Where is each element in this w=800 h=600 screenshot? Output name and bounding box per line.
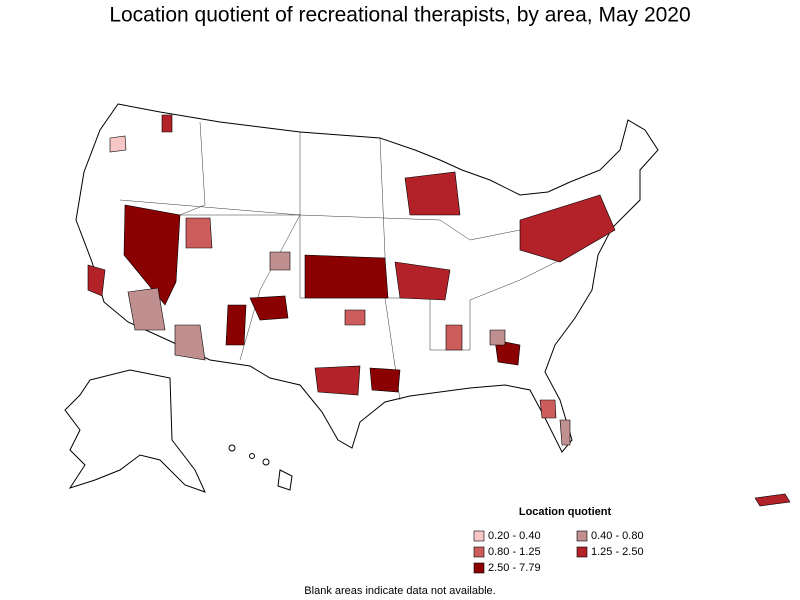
area <box>304 254 389 299</box>
area <box>225 304 247 346</box>
legend-swatch <box>473 562 485 574</box>
area <box>185 217 213 249</box>
area <box>445 324 463 351</box>
island <box>228 444 236 452</box>
area <box>559 419 571 446</box>
legend: Location quotient 0.20 - 0.40 0.40 - 0.80… <box>473 506 644 574</box>
area <box>394 261 451 301</box>
area <box>314 365 361 396</box>
legend-swatch <box>473 530 485 542</box>
legend-title: Location quotient <box>519 506 612 518</box>
area <box>127 287 166 331</box>
area <box>161 114 173 133</box>
area <box>269 251 291 271</box>
island <box>262 458 270 466</box>
area <box>174 324 206 361</box>
area <box>249 295 289 321</box>
area <box>123 204 181 306</box>
hawaii <box>228 444 293 491</box>
note: Blank areas indicate data not available. <box>304 585 495 597</box>
area <box>489 329 506 346</box>
legend-label: 1.25 - 2.50 <box>591 546 644 558</box>
puerto-rico <box>754 493 791 507</box>
area <box>539 399 557 419</box>
island <box>277 469 293 491</box>
area <box>369 367 401 393</box>
area <box>404 171 461 216</box>
area <box>109 135 127 153</box>
legend-label: 0.80 - 1.25 <box>488 546 541 558</box>
legend-label: 0.40 - 0.80 <box>591 530 644 542</box>
map <box>64 103 791 507</box>
map-title: Location quotient of recreational therap… <box>109 4 690 27</box>
alaska <box>64 369 206 493</box>
legend-swatch <box>576 546 588 558</box>
legend-swatch <box>576 530 588 542</box>
area <box>344 309 366 326</box>
area <box>519 194 616 263</box>
area <box>87 264 106 297</box>
legend-label: 0.20 - 0.40 <box>488 530 541 542</box>
island <box>249 453 255 459</box>
legend-label: 2.50 - 7.79 <box>488 562 541 574</box>
area <box>494 339 521 366</box>
legend-swatch <box>473 546 485 558</box>
